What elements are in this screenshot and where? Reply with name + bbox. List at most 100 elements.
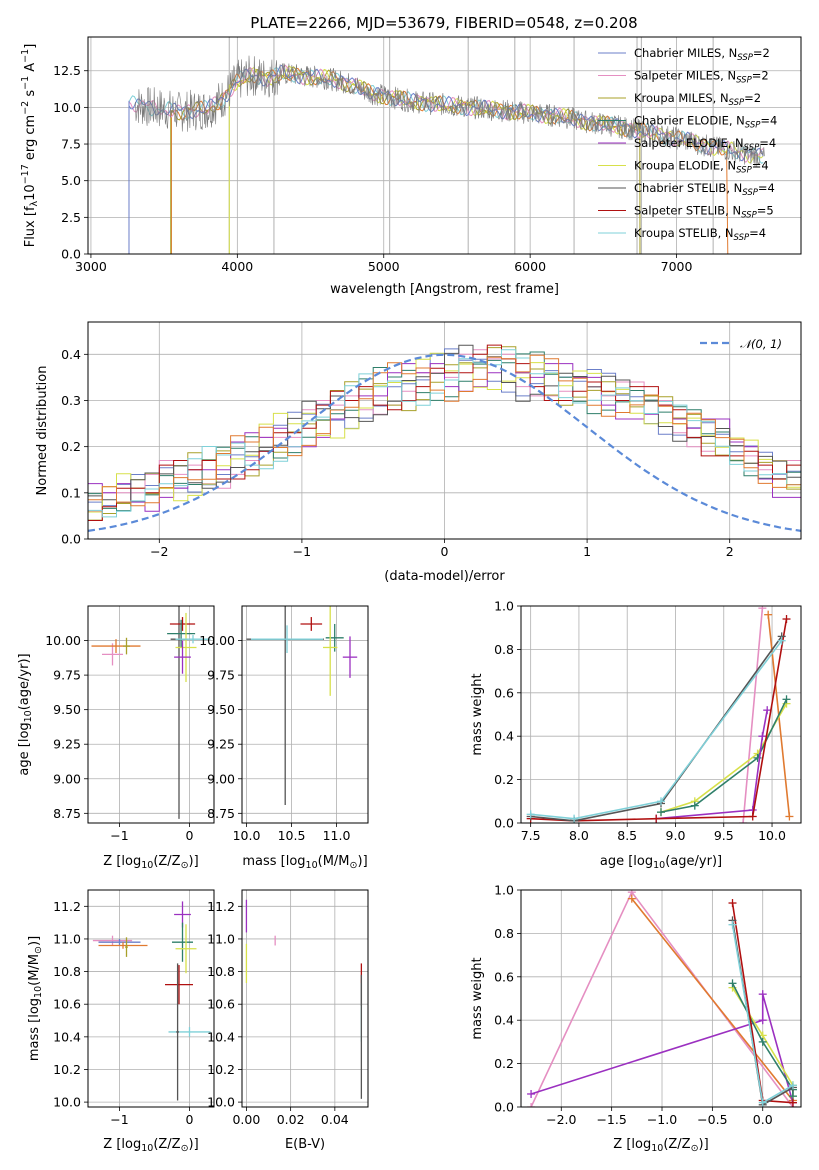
errorbar-point — [167, 619, 196, 648]
y-tick-label: 8.75 — [53, 806, 81, 821]
plot-area — [526, 606, 794, 823]
x-axis-label: Z [log10(Z/Z⊙)] — [103, 1137, 198, 1154]
x-tick-label: 0 — [186, 828, 194, 843]
panel-spectrum: 3000 4000 5000 6000 7000 0.0 2.5 5.0 7.5 10.0 12.5… — [20, 36, 802, 297]
x-tick-label: 7.5 — [521, 828, 541, 843]
axes-frame — [87, 889, 215, 1108]
y-tick-label: 0.4 — [494, 1013, 514, 1028]
weight-marker — [728, 899, 737, 908]
weight-marker — [627, 894, 636, 903]
tick-marks: 0.00 0.02 0.04 10.0 10.2 10.4 10.6 10.8 11.0 11.2 — [207, 899, 349, 1127]
legend: 𝒩(0, 1) — [700, 337, 782, 351]
panel-weight_vs_age: 7.5 8.0 8.5 9.0 9.5 10.0 0.0 0.2 0.4 0.6 0.8 1.0 age… — [470, 599, 802, 871]
weight-marker — [764, 610, 773, 619]
x-tick-label: −2.0 — [546, 1112, 576, 1127]
x-axis-label: E(B-V) — [285, 1137, 325, 1152]
weight-marker — [527, 1089, 536, 1098]
histogram-step — [88, 348, 801, 507]
weight-series — [631, 898, 794, 1101]
x-tick-label: 0.0 — [753, 1112, 773, 1127]
tick-marks: −1 0 10.0 10.2 10.4 10.6 10.8 11.0 11.2 — [53, 899, 193, 1127]
x-axis-label: (data-model)/error — [384, 569, 505, 584]
plot-area — [245, 899, 363, 1099]
axes-frame — [241, 889, 369, 1108]
y-tick-label: 0.4 — [494, 729, 514, 744]
weight-marker — [728, 920, 737, 929]
weight-marker — [788, 1098, 797, 1107]
x-tick-label: 10.0 — [233, 828, 261, 843]
errorbar-point — [168, 1027, 211, 1037]
tick-marks: 10.0 10.5 11.0 8.75 9.00 9.25 9.50 9.75 10.00 — [199, 633, 350, 843]
y-axis-label: Normed distribution — [35, 366, 50, 496]
weight-marker — [758, 990, 767, 999]
y-tick-label: 0.4 — [61, 347, 81, 362]
panel-weight_vs_Z: −2.0 −1.5 −1.0 −0.5 0.0 0.0 0.2 0.4 0.6 0.8 1.0 Z [… — [470, 883, 802, 1154]
y-tick-label: 10.4 — [207, 1029, 235, 1044]
weight-marker — [758, 1037, 767, 1046]
plot-area — [128, 37, 765, 254]
x-tick-label: 2 — [726, 544, 734, 559]
grid-lines — [242, 606, 368, 823]
legend: Chabrier MILES, NSSP=2 Salpeter MILES, NS… — [598, 46, 777, 243]
weight-marker — [763, 706, 772, 715]
weight-series — [656, 710, 768, 820]
legend-entry: Salpeter STELIB, NSSP=5 — [634, 204, 774, 221]
x-tick-label: 0.02 — [277, 1112, 305, 1127]
errorbar-point — [175, 612, 197, 683]
y-tick-label: 0.0 — [61, 532, 81, 547]
errorbar-point — [323, 606, 338, 696]
x-tick-label: 0 — [186, 1112, 194, 1127]
x-axis-label: wavelength [Angstrom, rest frame] — [330, 282, 559, 297]
x-tick-label: −1 — [293, 544, 311, 559]
weight-marker — [758, 1016, 767, 1025]
legend-entry: Chabrier STELIB, NSSP=4 — [634, 181, 775, 198]
errorbar-point — [98, 942, 148, 949]
y-tick-label: 9.75 — [53, 668, 81, 683]
y-tick-label: 0.8 — [494, 926, 514, 941]
y-tick-label: 10.2 — [207, 1062, 235, 1077]
axes-frame — [520, 889, 802, 1108]
y-tick-label: 0.1 — [61, 485, 81, 500]
y-tick-label: 0.0 — [61, 247, 81, 262]
x-tick-label: 10.5 — [278, 828, 306, 843]
weight-marker — [526, 810, 535, 819]
legend-entry: Salpeter MILES, NSSP=2 — [634, 69, 769, 86]
y-axis-label: mass [log10(M/M⊙)] — [27, 936, 44, 1061]
y-tick-label: 10.8 — [207, 964, 235, 979]
errorbar-point — [102, 643, 123, 666]
weight-marker — [785, 812, 794, 821]
weight-series — [530, 640, 783, 820]
errorbar-point — [98, 938, 141, 946]
weight-marker — [527, 1103, 536, 1107]
errorbar-point — [300, 617, 323, 631]
histogram-step — [88, 349, 801, 518]
y-tick-label: 9.25 — [53, 737, 81, 752]
y-tick-label: 0.0 — [494, 1100, 514, 1115]
weight-marker — [777, 636, 786, 645]
weight-marker — [652, 814, 661, 823]
x-tick-label: 10.0 — [758, 828, 786, 843]
y-tick-label: 10.6 — [207, 997, 235, 1012]
axes-frame — [87, 321, 802, 540]
y-tick-label: 12.5 — [53, 63, 81, 78]
model-spectrum — [128, 64, 764, 254]
y-tick-label: 10.0 — [53, 1095, 81, 1110]
x-tick-label: −2 — [150, 544, 168, 559]
plot-area — [88, 344, 801, 532]
tick-marks: 3000 4000 5000 6000 7000 0.0 2.5 5.0 7.5 10.0 12.5 — [53, 63, 692, 274]
tick-marks: −2.0 −1.5 −1.0 −0.5 0.0 0.0 0.2 0.4 0.6 0.8 1.0 — [494, 883, 773, 1128]
x-tick-label: 3000 — [75, 259, 107, 274]
plot-area — [527, 890, 797, 1107]
y-tick-label: 0.0 — [494, 816, 514, 831]
y-tick-label: 9.75 — [207, 668, 235, 683]
x-tick-label: 11.0 — [323, 828, 351, 843]
panel-age_vs_mass: 10.0 10.5 11.0 8.75 9.00 9.25 9.50 9.75 10.00 mas… — [199, 605, 369, 871]
errorbar-point — [175, 635, 211, 644]
histogram-step — [88, 344, 801, 503]
plot-area — [92, 901, 211, 1101]
plot-area — [246, 606, 358, 806]
y-tick-label: 9.50 — [207, 702, 235, 717]
x-tick-label: −0.5 — [697, 1112, 727, 1127]
y-tick-label: 11.2 — [53, 899, 81, 914]
errorbar-point — [165, 965, 193, 1005]
